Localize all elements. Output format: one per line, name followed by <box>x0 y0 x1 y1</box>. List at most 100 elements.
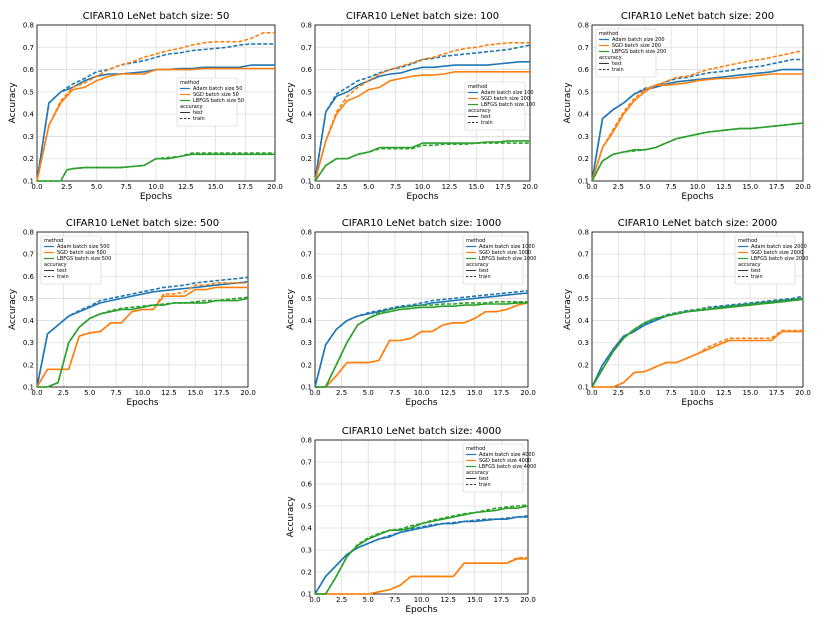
y-tick-label: 0.7 <box>301 459 312 467</box>
x-tick-label: 0.0 <box>586 389 597 397</box>
x-tick-label: 10.0 <box>690 183 706 191</box>
legend-entry: LBFGS batch size 4000 <box>479 464 536 470</box>
x-tick-label: 20.0 <box>795 389 811 397</box>
series-line <box>315 300 528 388</box>
legend-entry: Adam batch size 200 <box>612 37 665 43</box>
chart-title: CIFAR10 LeNet batch size: 100 <box>346 11 499 22</box>
x-tick-label: 20.0 <box>240 389 256 397</box>
legend-header: method <box>599 31 618 37</box>
y-tick-label: 0.2 <box>23 361 34 369</box>
legend-accuracy-header: accuracy <box>44 262 67 268</box>
y-tick-label: 0.3 <box>301 133 312 141</box>
x-axis-label: Epochs <box>140 192 173 202</box>
y-tick-label: 0.4 <box>301 317 313 325</box>
y-tick-label: 0.6 <box>578 273 590 281</box>
x-axis-label: Epochs <box>406 192 439 202</box>
x-tick-label: 7.5 <box>111 389 122 397</box>
x-tick-label: 5.0 <box>84 389 95 397</box>
x-tick-label: 12.5 <box>440 389 456 397</box>
legend-entry: SGD batch size 2000 <box>751 250 803 256</box>
y-tick-label: 0.7 <box>578 44 589 52</box>
series-line <box>36 31 275 182</box>
x-tick-label: 2.5 <box>613 183 624 191</box>
legend-box <box>462 443 524 493</box>
x-axis-label: Epochs <box>681 398 714 408</box>
x-tick-label: 12.5 <box>161 389 177 397</box>
legend-accuracy-header: accuracy <box>466 262 489 268</box>
y-tick-label: 0.8 <box>578 229 589 237</box>
legend-entry-test: test <box>193 110 203 116</box>
series-line <box>314 140 530 182</box>
x-tick-label: 0.0 <box>309 389 320 397</box>
legend-header: method <box>180 80 199 86</box>
series-line <box>591 68 803 182</box>
y-tick-label: 0.2 <box>578 155 589 163</box>
y-tick-label: 0.1 <box>23 178 34 186</box>
legend-entry: SGD batch size 1000 <box>479 250 531 256</box>
series-line <box>591 49 804 182</box>
y-tick-label: 0.1 <box>301 384 312 392</box>
x-tick-label: 15.0 <box>187 389 203 397</box>
x-tick-label: 0.0 <box>31 389 42 397</box>
y-tick-label: 0.5 <box>23 295 34 303</box>
legend-entry: LBFGS batch size 500 <box>57 256 111 262</box>
legend-entry-train: train <box>481 120 493 126</box>
series-line <box>37 296 249 388</box>
y-tick-label: 0.1 <box>301 591 312 599</box>
x-tick-label: 5.0 <box>639 183 650 191</box>
x-tick-label: 2.5 <box>336 389 347 397</box>
x-tick-label: 10.0 <box>414 389 430 397</box>
legend-accuracy-header: accuracy <box>468 108 491 114</box>
x-tick-label: 15.0 <box>208 183 224 191</box>
series-line <box>315 556 528 595</box>
plot-frame <box>314 24 531 182</box>
y-tick-label: 0.4 <box>23 317 35 325</box>
x-tick-label: 17.5 <box>214 389 230 397</box>
y-tick-label: 0.4 <box>578 317 590 325</box>
x-tick-label: 12.5 <box>716 389 732 397</box>
y-tick-label: 0.5 <box>301 88 312 96</box>
y-tick-label: 0.3 <box>578 339 589 347</box>
x-tick-label: 7.5 <box>389 596 400 604</box>
x-tick-label: 12.5 <box>178 183 194 191</box>
legend-entry: Adam batch size 500 <box>57 244 110 250</box>
y-axis-label: Accuracy <box>8 288 18 330</box>
legend-box <box>40 235 102 285</box>
series-line <box>591 58 803 182</box>
legend-box <box>176 77 238 127</box>
x-tick-label: 2.5 <box>336 596 347 604</box>
legend-header: method <box>44 238 63 244</box>
y-tick-label: 0.7 <box>23 251 34 259</box>
legend-entry: Adam batch size 100 <box>481 90 534 96</box>
x-tick-label: 17.5 <box>495 183 511 191</box>
y-tick-label: 0.2 <box>578 361 589 369</box>
x-tick-label: 7.5 <box>666 389 677 397</box>
legend-entry: SGD batch size 4000 <box>479 458 531 464</box>
legend-entry-train: train <box>751 274 763 280</box>
x-tick-label: 10.0 <box>415 183 431 191</box>
y-tick-label: 0.1 <box>578 178 589 186</box>
y-axis-label: Accuracy <box>286 496 296 538</box>
x-axis-label: Epochs <box>681 192 714 202</box>
x-tick-label: 5.0 <box>363 183 374 191</box>
x-tick-label: 5.0 <box>639 389 650 397</box>
y-tick-label: 0.4 <box>301 525 313 533</box>
plot-frame <box>314 231 529 388</box>
y-tick-label: 0.6 <box>301 273 313 281</box>
x-tick-label: 12.5 <box>440 596 456 604</box>
y-tick-label: 0.8 <box>301 229 312 237</box>
y-tick-label: 0.5 <box>578 295 589 303</box>
x-tick-label: 10.0 <box>135 389 151 397</box>
legend-entry-train: train <box>479 274 491 280</box>
x-tick-label: 12.5 <box>442 183 458 191</box>
x-tick-label: 7.5 <box>666 183 677 191</box>
x-tick-label: 10.0 <box>414 596 430 604</box>
legend-accuracy-header: accuracy <box>599 55 622 61</box>
x-tick-label: 5.0 <box>363 389 374 397</box>
y-tick-label: 0.6 <box>23 66 35 74</box>
y-tick-label: 0.3 <box>23 339 34 347</box>
chart-title: CIFAR10 LeNet batch size: 1000 <box>342 218 502 229</box>
x-tick-label: 20.0 <box>795 183 811 191</box>
